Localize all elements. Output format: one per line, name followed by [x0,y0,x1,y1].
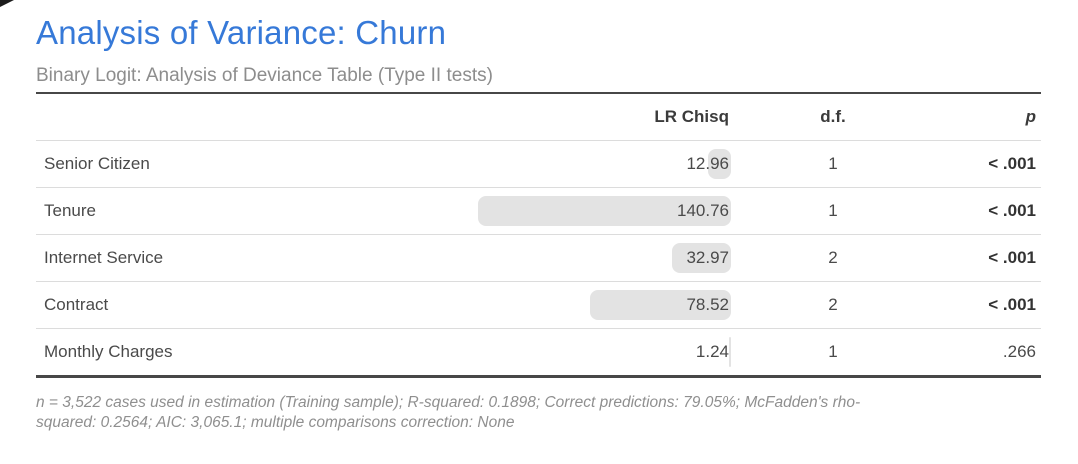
df-value: 2 [828,295,838,314]
df-value: 1 [828,201,838,220]
p-value: < .001 [988,154,1036,173]
df-value: 1 [828,342,838,361]
p-value: < .001 [988,201,1036,220]
table-row: Monthly Charges 1.24 1 .266 [36,328,1041,375]
p-value: < .001 [988,295,1036,314]
header-lr-chisq: LR Chisq [654,107,729,126]
df-value: 2 [828,248,838,267]
anova-table[interactable]: LR Chisq d.f. p Senior Citizen 12.96 1 <… [36,92,1041,378]
page-title: Analysis of Variance: Churn [36,14,447,51]
lr-chisq-bar [671,243,731,273]
row-label: Tenure [44,201,96,220]
header-df: d.f. [820,107,846,126]
lr-chisq-cell: 1.24 [410,329,755,375]
table-footnote-line2: squared: 0.2564; AIC: 3,065.1; multiple … [36,414,515,431]
header-p: p [1025,107,1036,126]
lr-chisq-bar [728,337,731,367]
table-header-row: LR Chisq d.f. p [36,94,1041,140]
lr-chisq-bar [477,196,731,226]
table-row: Internet Service 32.97 2 < .001 [36,234,1041,281]
table-subtitle: Binary Logit: Analysis of Deviance Table… [36,65,493,86]
lr-chisq-cell: 140.76 [410,188,755,234]
table-footnote: n = 3,522 cases used in estimation (Trai… [36,393,1041,433]
table-footnote-line1: n = 3,522 cases used in estimation (Trai… [36,394,861,411]
lr-chisq-value: 1.24 [695,342,729,361]
table-row: Tenure 140.76 1 < .001 [36,187,1041,234]
table-row: Senior Citizen 12.96 1 < .001 [36,140,1041,187]
lr-chisq-cell: 12.96 [410,141,755,187]
lr-chisq-value: 78.52 [686,295,729,314]
p-value: .266 [1002,342,1036,361]
lr-chisq-cell: 32.97 [410,235,755,281]
lr-chisq-bar [589,290,731,320]
lr-chisq-value: 12.96 [686,154,729,173]
lr-chisq-bar [707,149,731,179]
lr-chisq-value: 140.76 [677,201,729,220]
table-row: Contract 78.52 2 < .001 [36,281,1041,328]
row-label: Senior Citizen [44,154,150,173]
lr-chisq-value: 32.97 [686,248,729,267]
screen-corner-artifact [0,0,14,7]
row-label: Contract [44,295,109,314]
row-label: Internet Service [44,248,164,267]
lr-chisq-cell: 78.52 [410,282,755,328]
p-value: < .001 [988,248,1036,267]
row-label: Monthly Charges [44,342,173,361]
df-value: 1 [828,154,838,173]
